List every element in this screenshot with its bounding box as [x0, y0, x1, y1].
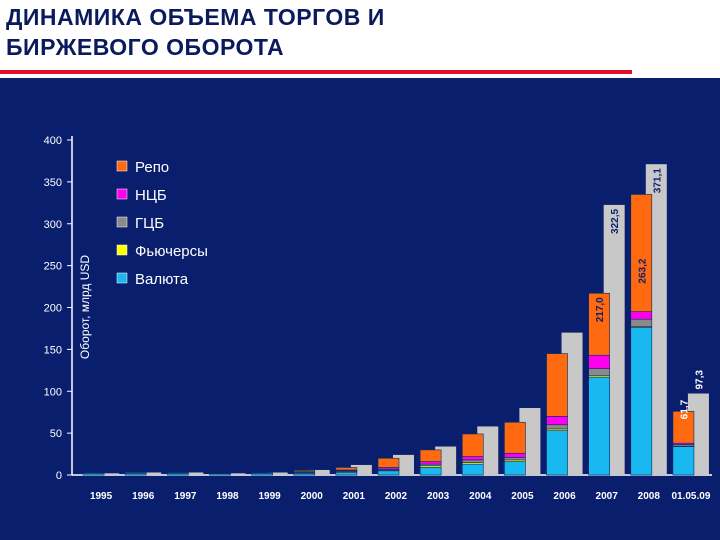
bar-НЦБ-2005 — [504, 452, 526, 458]
data-label: 97,3 — [694, 370, 705, 390]
total-bar-2000 — [308, 469, 330, 475]
total-bar-1995 — [98, 473, 120, 475]
bar-НЦБ-2004 — [461, 456, 484, 461]
x-tick-label: 01.05.09 — [671, 491, 710, 502]
x-tick-label: 2000 — [301, 491, 324, 502]
bar-ГЦБ-1996 — [124, 472, 147, 474]
bar-Репо-2008 — [630, 194, 653, 312]
data-label: 263,2 — [637, 258, 648, 283]
legend-label: Валюта — [135, 271, 189, 288]
x-tick-label: 2005 — [511, 491, 534, 502]
data-label: 322,5 — [610, 208, 621, 233]
bar-Валюта-2004 — [461, 463, 484, 476]
bar-НЦБ-2007 — [588, 354, 610, 369]
header: ДИНАМИКА ОБЪЕМА ТОРГОВ И БИРЖЕВОГО ОБОРО… — [0, 0, 720, 78]
legend-label: ГЦБ — [135, 215, 164, 232]
bars: 1995 1996 1997 1998 1999 2000 2001 2002 2003 2004… — [82, 164, 711, 502]
bar-Валюта-2005 — [504, 461, 526, 476]
data-label: 217,0 — [595, 297, 606, 322]
bar-ГЦБ-2008 — [630, 318, 653, 328]
title-line-1: ДИНАМИКА ОБЪЕМА ТОРГОВ И — [6, 4, 385, 30]
bar-ГЦБ-2006 — [546, 424, 568, 430]
y-tick-label: 300 — [44, 219, 62, 231]
total-bar-1996 — [140, 472, 162, 475]
bar-Валюта-2001 — [335, 472, 358, 476]
legend-swatch-НЦБ — [116, 188, 128, 200]
x-tick-label: 2004 — [469, 491, 492, 502]
x-tick-label: 1995 — [90, 491, 113, 502]
bar-ГЦБ-2005 — [504, 457, 526, 461]
legend-swatch-Фьючерсы — [116, 244, 128, 256]
bar-Репо-2002 — [377, 457, 400, 468]
bar-Репо-2007 — [588, 292, 610, 356]
y-tick-label: 100 — [44, 386, 62, 398]
bar-Валюта-2008 — [630, 327, 653, 476]
x-tick-label: 2007 — [596, 491, 619, 502]
bar-Валюта-2007 — [588, 376, 610, 476]
x-tick-label: 1996 — [132, 491, 155, 502]
title-line-2: БИРЖЕВОГО ОБОРОТА — [6, 34, 285, 60]
legend-label: НЦБ — [135, 187, 167, 204]
bar-Репо-2006 — [546, 353, 568, 417]
y-tick-label: 350 — [44, 177, 62, 189]
bar-Репо-2005 — [504, 421, 526, 454]
bar-НЦБ-2006 — [546, 416, 568, 426]
bar-Репо-01.05.09 — [672, 411, 695, 444]
bar-Валюта-2006 — [546, 430, 568, 476]
y-tick-label: 200 — [44, 303, 62, 315]
data-labels: 217,0 322,5 263,2 371,1 61,7 97,3 — [595, 168, 705, 420]
total-bar-2001 — [350, 464, 372, 475]
bar-Репо-2000 — [293, 470, 316, 472]
bar-НЦБ-2003 — [419, 461, 442, 465]
total-bar-1999 — [266, 472, 288, 475]
x-tick-label: 2002 — [385, 491, 408, 502]
y-tick-label: 50 — [50, 428, 62, 440]
legend-swatch-Репо — [116, 160, 128, 172]
x-tick-label: 2006 — [553, 491, 576, 502]
x-tick-label: 2003 — [427, 491, 450, 502]
chart: 0 50 100 150 200 250 300 350 400 Оборот, млрд USD… — [0, 78, 720, 540]
data-label: 371,1 — [652, 168, 663, 193]
legend-swatch-ГЦБ — [116, 216, 128, 228]
legend-label: Фьючерсы — [135, 243, 208, 260]
bar-Репо-2003 — [419, 449, 442, 462]
legend-swatch-Валюта — [116, 272, 128, 284]
x-tick-label: 2008 — [638, 491, 661, 502]
x-tick-label: 1997 — [174, 491, 197, 502]
total-bar-1998 — [224, 473, 246, 475]
x-tick-label: 2001 — [343, 491, 366, 502]
y-axis-label: Оборот, млрд USD — [78, 255, 92, 359]
bar-Валюта-01.05.09 — [672, 446, 695, 476]
bar-Репо-2004 — [461, 433, 484, 457]
y-tick-label: 150 — [44, 344, 62, 356]
page-title: ДИНАМИКА ОБЪЕМА ТОРГОВ И БИРЖЕВОГО ОБОРО… — [6, 2, 385, 62]
x-tick-label: 1998 — [216, 491, 239, 502]
bar-Валюта-2003 — [419, 467, 442, 476]
bar-Репо-2001 — [335, 467, 358, 471]
y-tick-label: 400 — [44, 135, 62, 147]
title-underline — [0, 70, 632, 74]
bar-Валюта-2002 — [377, 470, 400, 476]
total-bar-1997 — [182, 472, 204, 475]
y-tick-label: 250 — [44, 261, 62, 273]
data-label: 61,7 — [679, 399, 690, 419]
bar-ГЦБ-2007 — [588, 368, 610, 376]
bar-НЦБ-2008 — [630, 311, 653, 320]
legend-label: Репо — [135, 159, 169, 176]
bar-ГЦБ-2004 — [461, 459, 484, 463]
y-tick-label: 0 — [56, 470, 62, 482]
x-tick-label: 1999 — [258, 491, 281, 502]
legend: Репо НЦБ ГЦБ Фьючерсы Валюта — [116, 159, 208, 288]
